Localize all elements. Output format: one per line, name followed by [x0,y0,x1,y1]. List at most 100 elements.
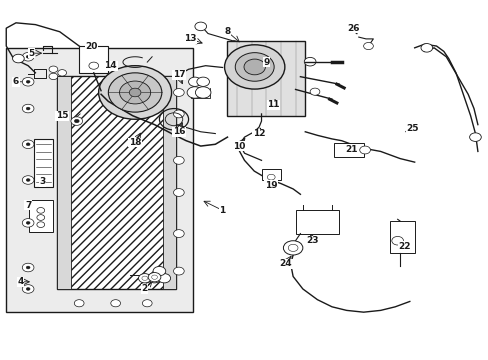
Text: 1: 1 [219,206,225,215]
Text: 18: 18 [128,138,141,147]
Circle shape [138,274,151,283]
Circle shape [287,244,297,251]
Circle shape [89,62,99,69]
Text: 7: 7 [25,201,31,210]
Circle shape [22,104,34,113]
Text: 9: 9 [263,58,269,67]
Bar [34,139,53,187]
Text: 21: 21 [345,145,357,154]
Circle shape [22,285,34,293]
Circle shape [71,117,82,125]
Circle shape [37,207,44,213]
Bar [79,46,108,73]
Circle shape [26,143,30,146]
Circle shape [148,273,161,282]
Circle shape [420,44,432,52]
Circle shape [58,69,66,76]
Circle shape [151,275,157,279]
Circle shape [22,77,34,86]
Circle shape [235,53,274,81]
Text: 5: 5 [28,49,35,58]
Circle shape [74,300,84,307]
Text: 16: 16 [172,127,185,136]
Bar [57,76,176,289]
Bar [295,210,339,234]
Text: 24: 24 [279,260,291,269]
Bar [57,76,71,289]
Circle shape [26,266,30,269]
Circle shape [26,221,30,224]
Text: 12: 12 [252,129,265,138]
Circle shape [283,241,302,255]
Circle shape [267,174,275,180]
Text: 13: 13 [183,35,196,44]
Circle shape [99,66,171,119]
Circle shape [22,219,34,227]
Text: 11: 11 [267,100,279,109]
Text: 19: 19 [264,181,277,190]
Bar [57,76,176,289]
Circle shape [26,179,30,181]
Circle shape [142,300,152,307]
Circle shape [188,77,201,86]
Text: 25: 25 [405,124,418,133]
Circle shape [195,22,206,31]
Text: 4: 4 [18,277,24,286]
Circle shape [468,133,480,141]
Circle shape [111,300,120,307]
Circle shape [173,267,184,275]
Circle shape [173,110,184,118]
Circle shape [309,88,319,95]
Bar [261,168,281,180]
Text: 26: 26 [347,24,360,33]
Circle shape [13,54,24,63]
Circle shape [304,57,315,66]
Text: 10: 10 [233,141,245,150]
Circle shape [22,176,34,184]
Circle shape [119,81,150,104]
Circle shape [173,157,184,164]
Text: 23: 23 [305,236,318,245]
Circle shape [187,87,202,98]
Circle shape [22,263,34,272]
Circle shape [173,189,184,197]
Circle shape [108,73,162,112]
Circle shape [158,274,170,283]
Circle shape [26,80,30,83]
Circle shape [129,88,141,97]
Text: 3: 3 [40,177,46,186]
Bar [334,143,363,157]
Circle shape [148,274,161,283]
Bar [227,41,305,116]
Circle shape [173,230,184,238]
Circle shape [74,119,79,123]
Text: 17: 17 [172,70,185,79]
Circle shape [26,107,30,110]
Text: 22: 22 [398,242,410,251]
Circle shape [224,45,285,89]
Circle shape [49,66,58,72]
Bar [6,48,193,312]
Circle shape [22,140,34,149]
Text: 20: 20 [85,41,97,50]
Circle shape [26,55,30,58]
Circle shape [391,237,403,245]
Bar [389,221,414,253]
Circle shape [142,276,147,280]
Circle shape [173,89,184,96]
Text: 2: 2 [142,284,148,293]
Circle shape [359,146,370,154]
Bar [29,200,53,232]
Circle shape [37,222,44,228]
Circle shape [22,53,34,61]
Text: 15: 15 [56,111,68,120]
Circle shape [153,266,165,276]
Circle shape [363,42,372,50]
Text: 6: 6 [13,77,19,86]
Bar [163,76,176,289]
Text: 8: 8 [224,27,230,36]
Circle shape [195,87,210,98]
Text: 14: 14 [104,61,117,70]
Circle shape [49,73,58,80]
Circle shape [37,215,44,220]
